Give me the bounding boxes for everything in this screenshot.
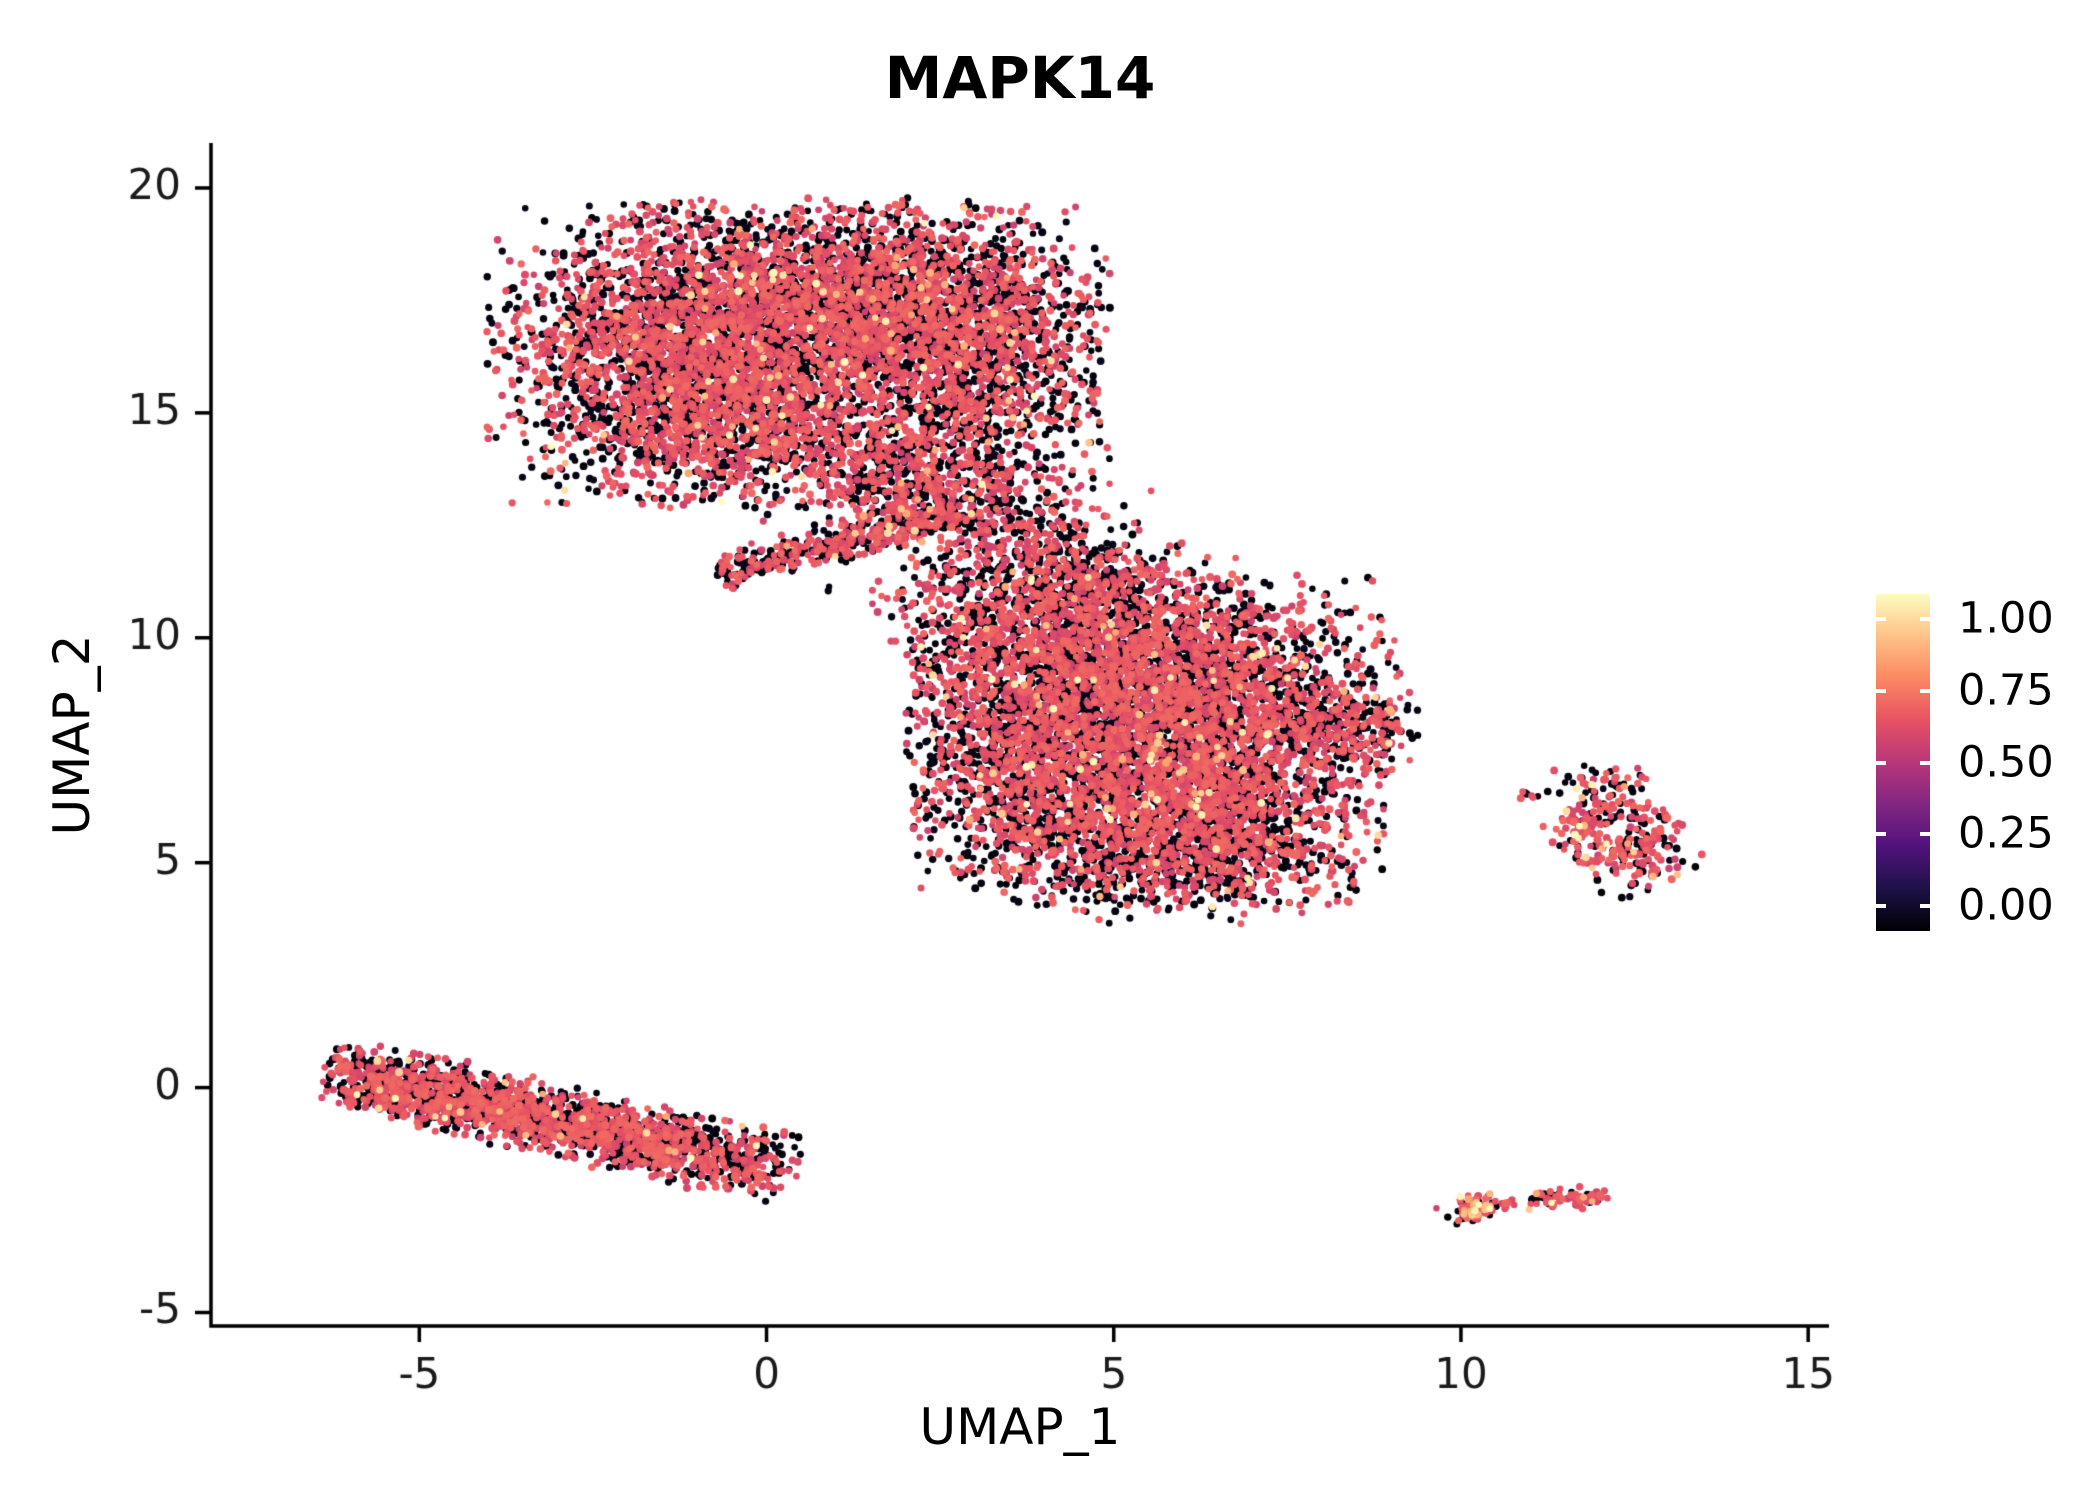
legend-tick-label: 1.00 [1958, 593, 2054, 644]
legend-tick-label: 0.50 [1958, 737, 2054, 787]
legend-tick-label: 0.75 [1958, 665, 2054, 716]
chart-title: MAPK14 [884, 44, 1156, 112]
colorbar-tick [1876, 688, 1886, 693]
colorbar-tick [1876, 617, 1886, 622]
colorbar-tick [1876, 832, 1886, 837]
colorbar-tick [1920, 832, 1930, 837]
colorbar-tick [1876, 760, 1886, 765]
y-axis-label: UMAP_2 [43, 634, 101, 836]
legend-tick-label: 0.00 [1958, 880, 2054, 931]
colorbar-tick [1876, 903, 1886, 908]
colorbar-tick [1920, 617, 1930, 622]
colorbar-tick [1920, 760, 1930, 765]
legend-tick-label: 0.25 [1958, 808, 2054, 859]
colorbar-legend: 1.00 0.75 0.50 0.25 0.00 [1876, 594, 2100, 934]
colorbar-tick [1920, 688, 1930, 693]
colorbar-tick [1920, 903, 1930, 908]
colorbar-gradient [1876, 594, 1930, 931]
x-axis-label: UMAP_1 [919, 1398, 1121, 1456]
